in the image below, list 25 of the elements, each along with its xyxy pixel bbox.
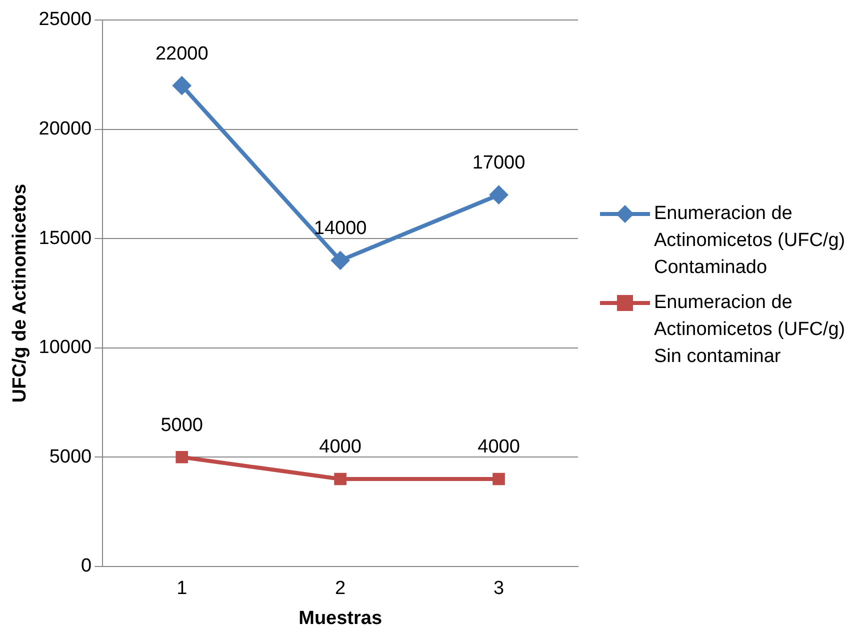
point xyxy=(489,185,508,204)
point xyxy=(176,450,188,464)
point xyxy=(330,250,350,270)
y-tick-label: 15000 xyxy=(38,228,92,249)
x-tick-label: 1 xyxy=(176,578,188,600)
y-tick-label: 10000 xyxy=(38,337,92,358)
data-label: 4000 xyxy=(478,436,520,458)
data-label: 4000 xyxy=(319,436,362,458)
x-tick-label: 2 xyxy=(335,578,346,600)
y-axis-title: UFC/g de Actinomicetos xyxy=(10,184,31,403)
x-tick-label: 3 xyxy=(493,578,504,600)
point xyxy=(334,472,346,486)
data-label: 5000 xyxy=(160,414,204,436)
y-tick-label: 20000 xyxy=(38,118,92,140)
point xyxy=(172,76,192,96)
legend-label: Enumeracion de Actinomicetos (UFC/g) Contaminado xyxy=(654,202,846,280)
y-tick-label: 5000 xyxy=(49,446,92,468)
legend-label: Enumeracion de Actinomicetos (UFC/g) Sin contaminar xyxy=(654,291,846,369)
data-label: 17000 xyxy=(472,152,526,174)
x-axis-title: Muestras xyxy=(298,608,382,629)
data-label: 22000 xyxy=(155,43,208,64)
data-label: 14000 xyxy=(314,218,367,240)
y-tick-label: 0 xyxy=(81,556,92,577)
y-tick-label: 25000 xyxy=(38,9,92,30)
point xyxy=(492,472,505,486)
